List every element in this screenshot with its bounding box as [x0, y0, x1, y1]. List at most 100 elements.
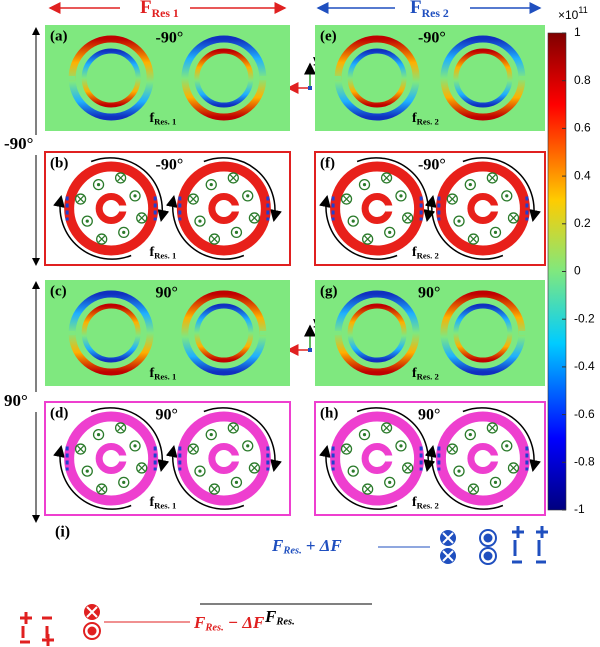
symbol: F [271, 536, 284, 555]
ring-gap [119, 206, 127, 212]
field-out-dot [388, 481, 391, 484]
ring-gap [232, 456, 240, 462]
field-out-dot [494, 481, 497, 484]
field-out-dot [388, 231, 391, 234]
outer-ring [69, 417, 153, 501]
legend-out-dot [484, 552, 493, 561]
subscript: Res. 1 [154, 500, 176, 510]
panel-angle: 90° [156, 407, 178, 424]
subscript: Res 2 [422, 6, 449, 19]
outer-ring [335, 417, 419, 501]
field-out-dot [198, 469, 201, 472]
ring-gap [491, 206, 499, 212]
figure: FRes 1FRes 2-90°90°10.80.60.40.20-0.2-0.… [0, 0, 600, 647]
field-out-dot [246, 194, 249, 197]
subscript: Res. 1 [154, 116, 176, 126]
field-out-dot [363, 183, 366, 186]
ring-gap [333, 76, 341, 80]
field-out-dot [86, 219, 89, 222]
legend-pm [20, 612, 54, 646]
subscript: Res. [282, 546, 301, 557]
ring-gap [67, 331, 75, 335]
outer-ring [335, 167, 419, 251]
field-out-dot [363, 433, 366, 436]
ring-gap [232, 206, 240, 212]
colorbar-tick-label: 0.6 [574, 121, 591, 135]
panel-angle: 90° [156, 285, 178, 302]
field-out-dot [399, 194, 402, 197]
ring-gap [385, 456, 393, 462]
field-out-dot [97, 183, 100, 186]
colorbar-tick-label: 0.8 [574, 73, 591, 87]
legend-label: (i) [55, 524, 70, 541]
subscript: Res. [275, 617, 294, 628]
panel-angle: -90° [156, 30, 184, 47]
panel-angle: 90° [418, 407, 440, 424]
colorbar-tick-label: 0.4 [574, 168, 591, 182]
field-out-dot [505, 444, 508, 447]
legend-center: FRes. [264, 607, 295, 628]
field-out-dot [235, 481, 238, 484]
symbol: F [193, 613, 206, 632]
colorbar-tick-label: 0 [574, 264, 581, 278]
suffix: + ΔF [306, 536, 343, 555]
field-out-dot [122, 481, 125, 484]
field-out-dot [246, 444, 249, 447]
exponent-base: ×10 [558, 8, 579, 22]
field-out-dot [469, 433, 472, 436]
panel-label: (g) [320, 283, 338, 299]
field-out-dot [210, 183, 213, 186]
colorbar-tick-label: -1 [574, 502, 585, 516]
exponent: 11 [578, 5, 587, 15]
field-out-dot [133, 444, 136, 447]
colorbar-tick-label: -0.8 [574, 454, 595, 468]
panel-label: (h) [320, 405, 338, 421]
header-force: FRes 1 [140, 0, 179, 19]
symbol: F [410, 0, 422, 18]
subscript: Res. [204, 623, 223, 634]
legend-pm [512, 526, 548, 562]
ring-gap [67, 76, 75, 80]
colorbar-tick-label: 1 [574, 25, 581, 39]
panel-label: (e) [320, 28, 337, 44]
outer-ring [182, 417, 266, 501]
ring-gap [491, 456, 499, 462]
ring-gap [519, 331, 527, 335]
panel-label: (c) [50, 283, 67, 299]
panel-angle: -90° [156, 157, 184, 174]
legend-out-dot [88, 627, 97, 636]
field-out-dot [399, 444, 402, 447]
field-out-dot [457, 469, 460, 472]
symbol: F [264, 607, 277, 626]
subscript: Res. 2 [417, 116, 439, 126]
field-out-dot [210, 433, 213, 436]
colorbar-tick-label: -0.2 [574, 311, 595, 325]
field-out-dot [494, 231, 497, 234]
side-label: -90° [4, 134, 33, 153]
colorbar-tick-label: 0.2 [574, 216, 591, 230]
subscript: Res. 2 [417, 371, 439, 381]
panel-label: (d) [50, 405, 68, 421]
panel-angle: 90° [418, 285, 440, 302]
ring-gap [119, 456, 127, 462]
colorbar-tick-label: -0.4 [574, 359, 595, 373]
header-force: FRes 2 [410, 0, 449, 19]
subscript: Res. 2 [417, 250, 439, 260]
subscript: Res. 2 [417, 500, 439, 510]
field-out-dot [97, 433, 100, 436]
field-out-dot [505, 194, 508, 197]
field-out-dot [198, 219, 201, 222]
panel-label: (b) [50, 155, 68, 171]
side-label: 90° [4, 391, 28, 410]
field-out-dot [235, 231, 238, 234]
ring-gap [333, 331, 341, 335]
subscript: Res. 1 [154, 371, 176, 381]
outer-ring [69, 167, 153, 251]
axis-origin [308, 348, 312, 352]
field-out-dot [133, 194, 136, 197]
outer-ring [441, 417, 525, 501]
panel-angle: -90° [418, 157, 446, 174]
field-out-dot [122, 231, 125, 234]
legend-out-dot [484, 534, 493, 543]
ring-gap [260, 331, 268, 335]
